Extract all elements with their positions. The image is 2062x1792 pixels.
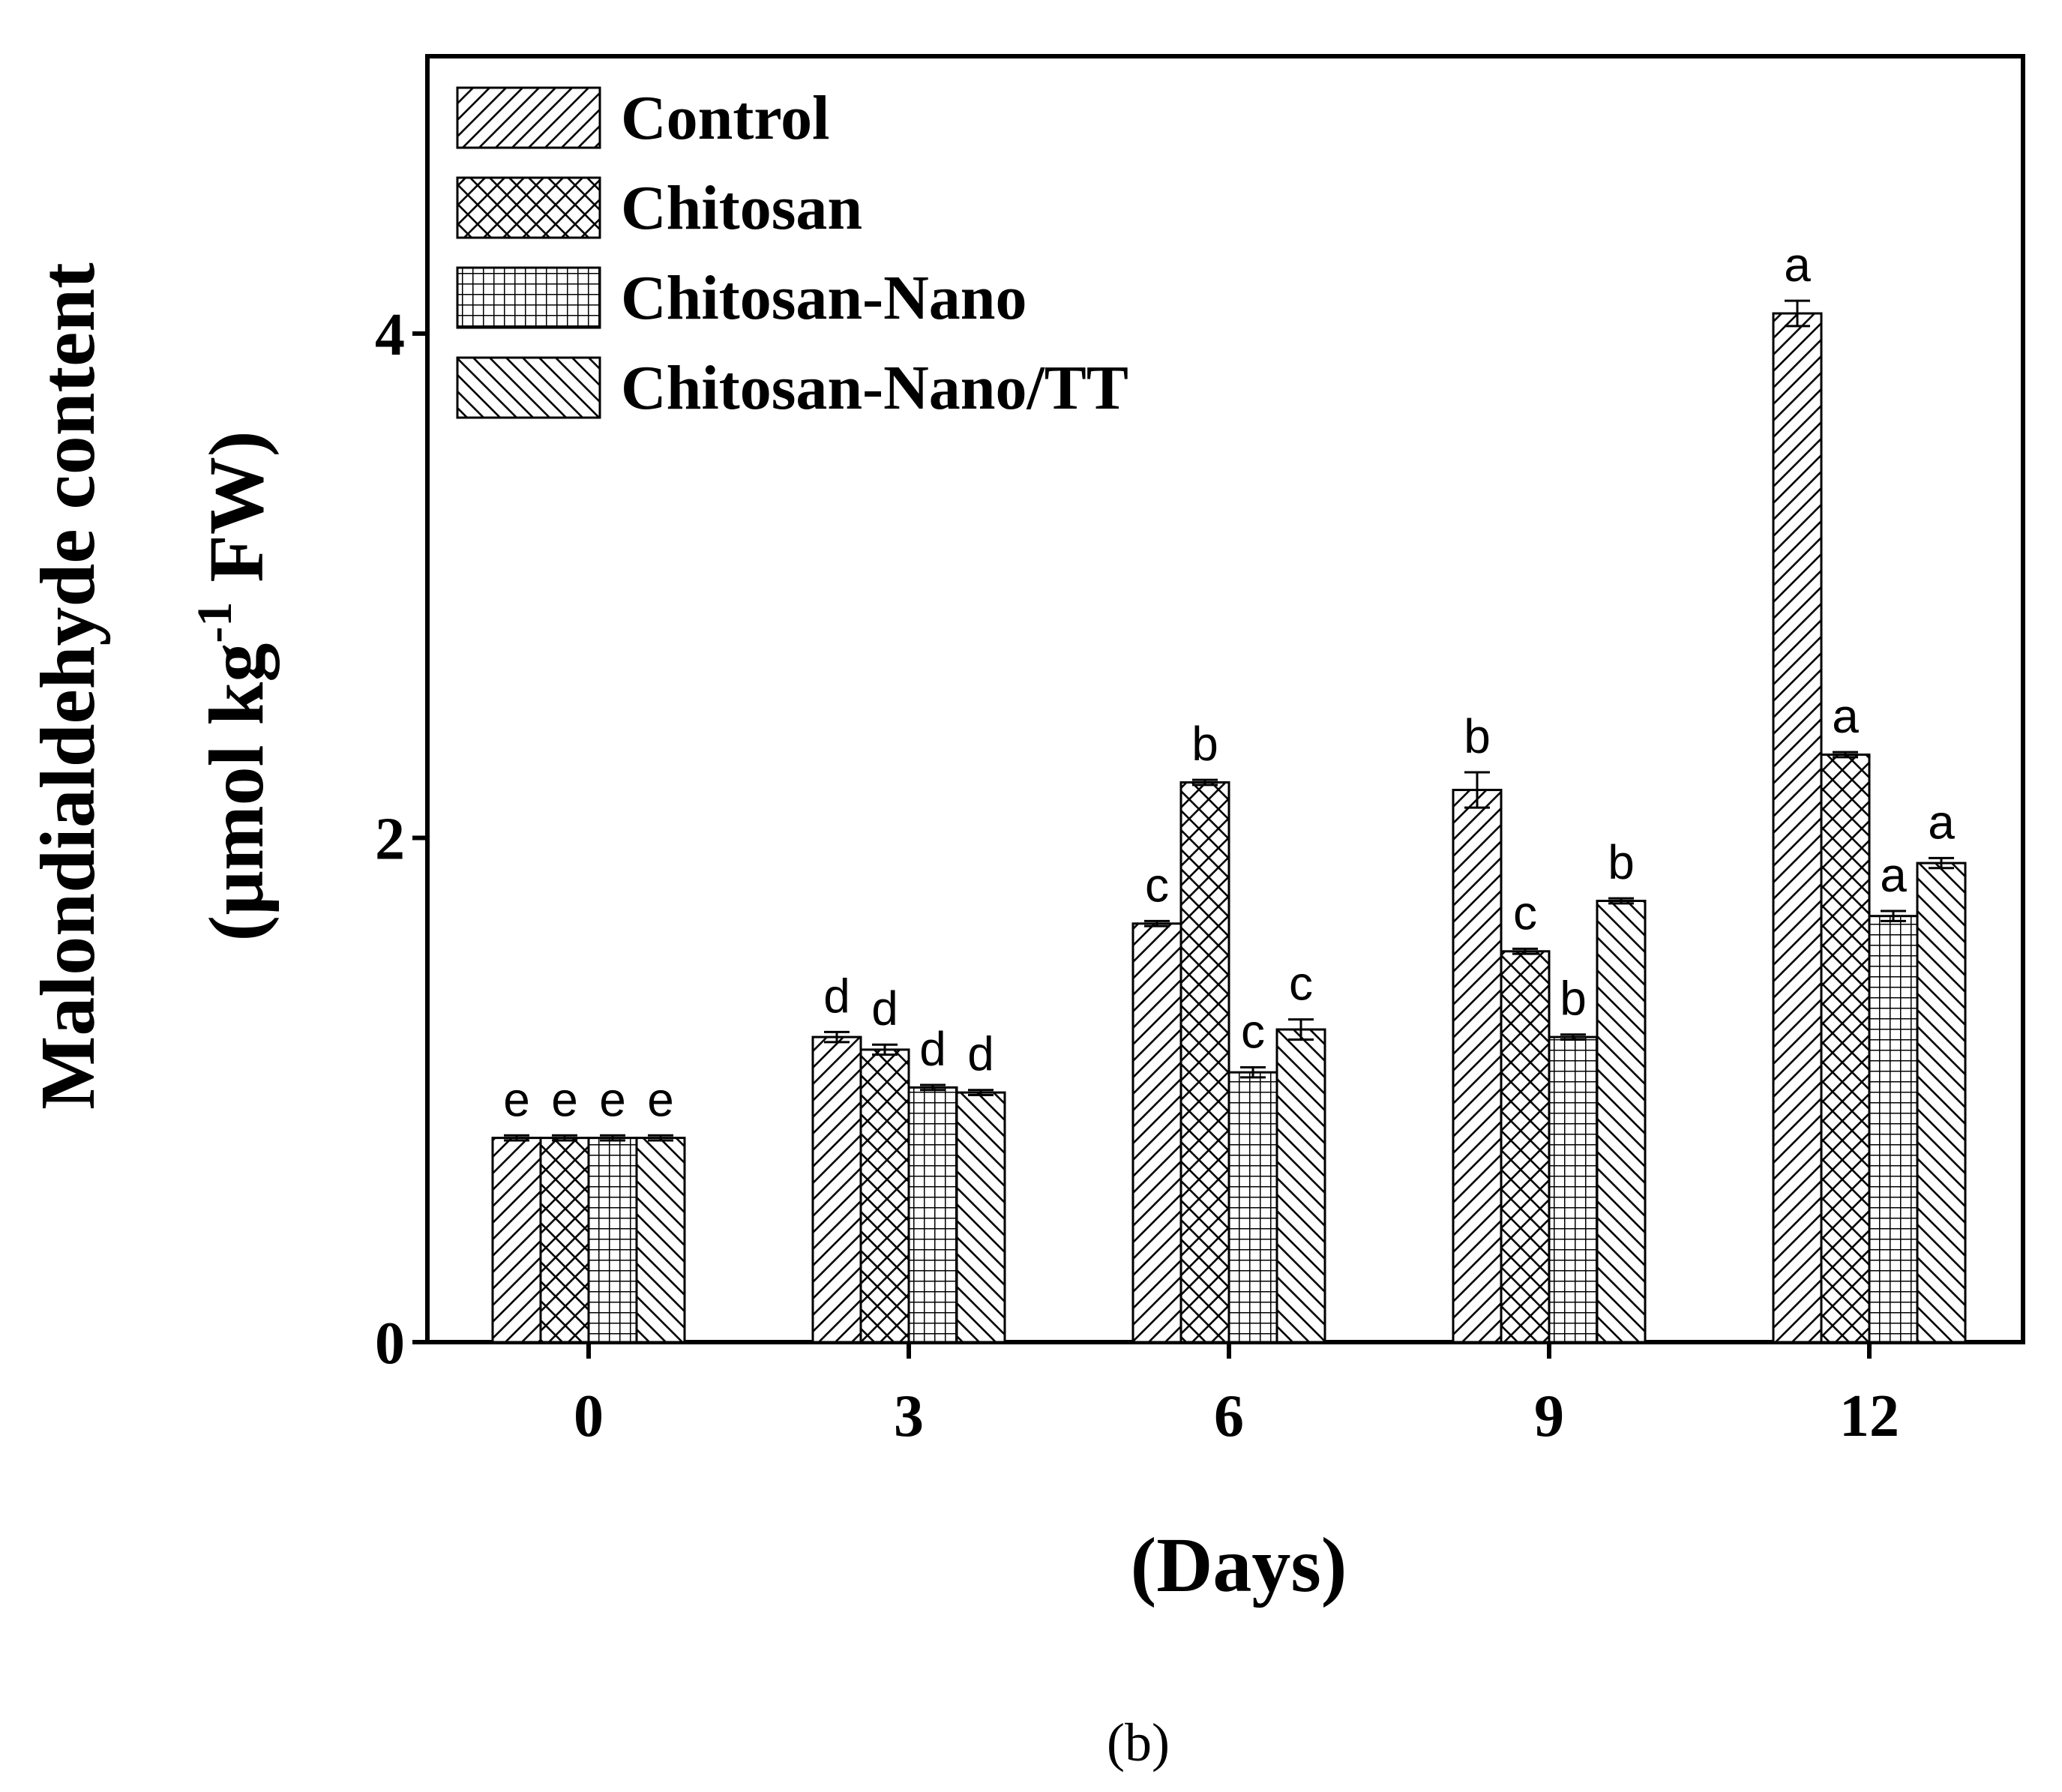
legend-swatch-control <box>456 86 601 149</box>
bar-chitosan-day-9 <box>1500 950 1551 1344</box>
legend-label: Control <box>621 83 829 153</box>
bar-chitosan-nano-tt-day-3 <box>955 1091 1006 1344</box>
significance-letter: e <box>503 1072 530 1126</box>
bar-control-day-12 <box>1772 312 1823 1344</box>
legend-label: Chitosan-Nano/TT <box>621 353 1128 423</box>
significance-letter: d <box>967 1027 994 1081</box>
panel-label: (b) <box>1107 1713 1170 1773</box>
x-tick-label: 0 <box>574 1383 604 1449</box>
bar-chitosan-nano-tt-day-6 <box>1275 1028 1326 1344</box>
bar-chitosan-nano-tt-day-9 <box>1596 900 1647 1344</box>
y-axis-title: Malondialdehyde content (µmol kg-1 FW) <box>25 262 280 1110</box>
x-tick-label: 6 <box>1214 1383 1244 1449</box>
y-tick-label: 2 <box>375 806 405 872</box>
bar-control-day-0 <box>491 1137 542 1344</box>
legend-swatch-chitosan-nano <box>456 266 601 329</box>
bar-chitosan-nano-tt-day-0 <box>635 1137 686 1344</box>
legend: Control Chitosan Chitosan-Nano Chitosan-Nan… <box>456 83 1128 423</box>
y-axis-title-line2: (µmol kg-1 FW) <box>187 430 280 941</box>
significance-letter: d <box>919 1022 946 1076</box>
legend-swatch-chitosan <box>456 176 601 239</box>
y-tick-label: 4 <box>375 302 405 368</box>
x-axis-title: (Days) <box>1131 1522 1347 1608</box>
significance-letter: b <box>1464 709 1491 763</box>
x-tick-label: 3 <box>894 1383 924 1449</box>
x-tick-label: 12 <box>1839 1383 1899 1449</box>
significance-letter: e <box>647 1072 674 1126</box>
bar-chitosan-day-3 <box>859 1048 910 1344</box>
significance-letter: e <box>599 1072 626 1126</box>
significance-letter: b <box>1608 835 1635 889</box>
bar-chitosan-day-0 <box>539 1137 590 1344</box>
significance-letter: a <box>1832 689 1859 743</box>
legend-label: Chitosan-Nano <box>621 263 1027 333</box>
bar-chitosan-nano-day-9 <box>1548 1035 1599 1344</box>
legend-label: Chitosan <box>621 173 862 243</box>
significance-letter: c <box>1513 886 1537 939</box>
significance-letter: d <box>871 981 898 1035</box>
legend-swatch-chitosan-nano-tt <box>456 356 601 419</box>
bar-chitosan-nano-day-0 <box>587 1137 638 1344</box>
bar-control-day-6 <box>1131 922 1182 1344</box>
significance-letter: c <box>1241 1004 1265 1058</box>
bar-chitosan-nano-day-6 <box>1227 1071 1278 1344</box>
bar-chitosan-day-12 <box>1820 753 1871 1344</box>
bar-chitosan-nano-tt-day-12 <box>1916 862 1967 1344</box>
x-tick-label: 9 <box>1534 1383 1564 1449</box>
significance-letter: d <box>823 969 850 1023</box>
y-tick-label: 0 <box>375 1311 405 1377</box>
bar-chitosan-nano-day-3 <box>907 1086 958 1344</box>
significance-letter: c <box>1289 957 1313 1011</box>
significance-letter: b <box>1191 717 1218 771</box>
bar-control-day-9 <box>1452 789 1503 1344</box>
bar-chitosan-day-6 <box>1179 781 1230 1344</box>
significance-letter: a <box>1928 795 1955 849</box>
significance-letter: b <box>1560 972 1587 1026</box>
bar-control-day-3 <box>811 1035 862 1344</box>
bar-chitosan-nano-day-12 <box>1868 915 1919 1344</box>
significance-letter: c <box>1145 858 1169 912</box>
y-axis-title-line1: Malondialdehyde content <box>25 262 111 1110</box>
significance-letter: a <box>1784 238 1811 292</box>
y-axis: 0 2 4 <box>375 302 427 1377</box>
significance-letter: e <box>551 1072 578 1126</box>
x-axis: 0 3 6 9 12 <box>427 1340 2023 1449</box>
significance-letter: a <box>1880 848 1907 902</box>
